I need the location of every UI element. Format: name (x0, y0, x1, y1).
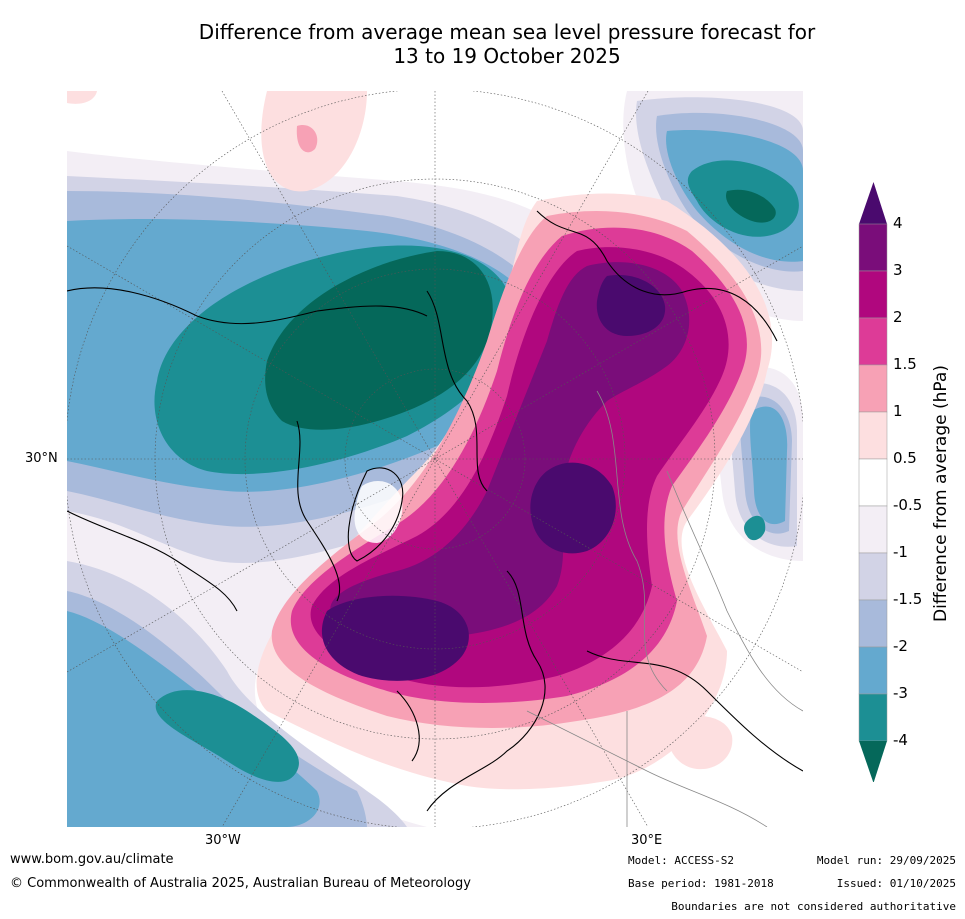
colorbar-segment-p1_15 (858, 364, 888, 413)
lat-label-30n: 30°N (25, 451, 58, 466)
colorbar-segment-neutral (858, 458, 888, 507)
anomaly-n3 (155, 690, 299, 782)
colorbar-label: Difference from average (hPa) (931, 365, 951, 622)
footer-model: Model: ACCESS-S2 (628, 854, 734, 867)
anomaly-p3 (330, 262, 690, 638)
colorbar-extend-max (859, 182, 887, 224)
colorbar-segment-n2_3 (858, 646, 888, 695)
negative-anomaly-regions (67, 91, 803, 827)
graticule (67, 91, 803, 827)
footer-model-run: Model run: 29/09/2025 (816, 854, 956, 867)
colorbar-segment-n3_4 (858, 693, 888, 742)
footer-base-period: Base period: 1981-2018 (628, 877, 774, 890)
map-canvas (67, 91, 803, 827)
colorbar-tick-label: 1.5 (893, 355, 917, 373)
colorbar-segment-p15_2 (858, 317, 888, 366)
footer-disclaimer: Boundaries are not considered authoritat… (671, 900, 956, 913)
footer-issued: Issued: 01/10/2025 (836, 877, 956, 890)
colorbar-tick-label: -2 (893, 637, 908, 655)
colorbar-tick-label: -0.5 (893, 496, 923, 514)
colorbar-segment-n05_1 (858, 505, 888, 554)
anomaly-p4 (596, 275, 666, 336)
anomaly-n4 (265, 251, 493, 430)
anomaly-p1 (296, 125, 318, 153)
colorbar-tick-label: -3 (893, 684, 908, 702)
anomaly-p05 (67, 91, 97, 104)
political-borders (526, 390, 803, 827)
footer-url[interactable]: www.bom.gov.au/climate (10, 852, 174, 867)
anomaly-n2 (750, 406, 788, 525)
colorbar (858, 182, 888, 786)
chart-title: Difference from average mean sea level p… (0, 20, 965, 68)
colorbar-tick-label: 0.5 (893, 449, 917, 467)
colorbar-tick-label: -4 (893, 731, 908, 749)
footer-copyright: © Commonwealth of Australia 2025, Austra… (10, 876, 471, 891)
positive-anomaly-regions (67, 91, 773, 790)
colorbar-extend-min (859, 741, 887, 783)
anomaly-p05 (668, 716, 733, 770)
anomaly-n4 (726, 189, 776, 223)
colorbar-tick-label: -1 (893, 543, 908, 561)
title-line-2: 13 to 19 October 2025 (393, 44, 621, 68)
anomaly-p4 (530, 462, 616, 554)
colorbar-tick-label: -1.5 (893, 590, 923, 608)
colorbar-segment-p05_1 (858, 411, 888, 460)
anomaly-p4 (321, 595, 469, 681)
pressure-anomaly-map[interactable] (67, 91, 803, 827)
coastlines (67, 210, 803, 812)
lon-label-30w: 30°W (205, 833, 241, 848)
anomaly-neutral (354, 481, 403, 543)
lon-label-30e: 30°E (631, 833, 663, 848)
colorbar-segment-n1_15 (858, 552, 888, 601)
colorbar-tick-label: 1 (893, 402, 903, 420)
colorbar-tick-label: 3 (893, 261, 903, 279)
colorbar-svg (858, 182, 888, 783)
colorbar-tick-label: 4 (893, 214, 903, 232)
anomaly-n3 (744, 515, 766, 541)
colorbar-segment-n15_2 (858, 599, 888, 648)
title-line-1: Difference from average mean sea level p… (198, 20, 816, 44)
colorbar-tick-label: 2 (893, 308, 903, 326)
colorbar-segment-p2_3 (858, 270, 888, 319)
colorbar-segment-p3_4 (858, 223, 888, 272)
